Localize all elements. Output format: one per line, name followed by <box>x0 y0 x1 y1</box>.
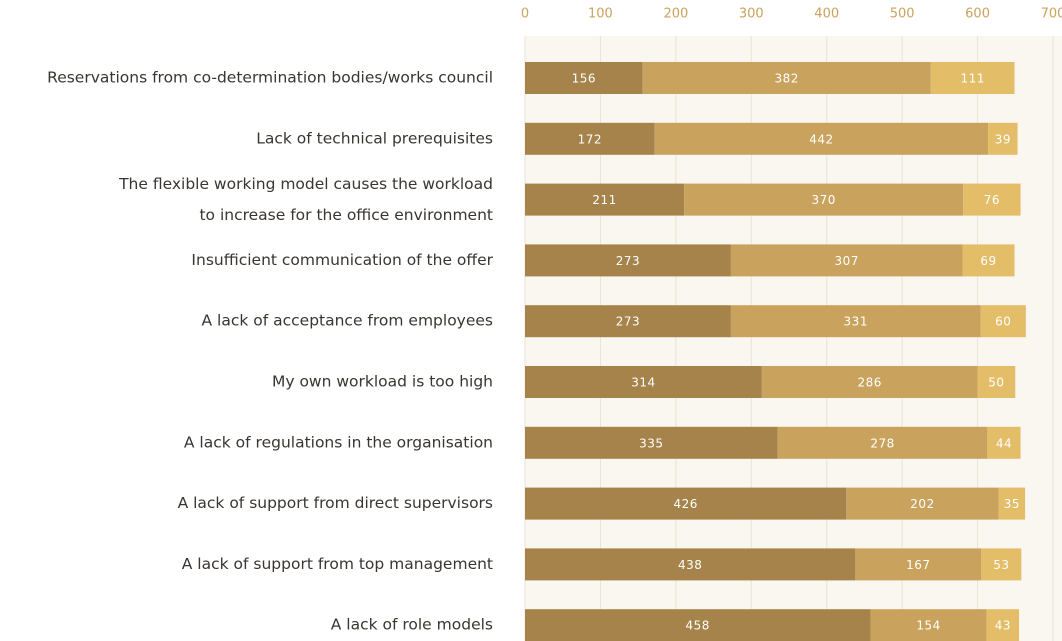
value-label: 43 <box>995 619 1011 633</box>
value-label: 458 <box>686 619 710 633</box>
value-label: 60 <box>995 315 1011 329</box>
bar-segment <box>525 305 731 338</box>
bar-segment <box>525 426 778 459</box>
value-label: 307 <box>834 254 858 268</box>
value-label: 53 <box>993 558 1009 572</box>
value-label: 331 <box>844 315 868 329</box>
bar-segment <box>525 548 856 581</box>
x-tick-label: 0 <box>521 7 529 22</box>
category-label: A lack of acceptance from employees <box>201 312 493 330</box>
bar-segment <box>730 244 963 277</box>
value-label: 442 <box>809 132 833 146</box>
bar-segment <box>730 305 981 338</box>
bar-segment <box>987 426 1021 459</box>
bar-segment <box>981 548 1022 581</box>
value-label: 50 <box>988 376 1004 390</box>
bar-segment <box>525 62 643 94</box>
value-label: 382 <box>775 72 799 86</box>
value-label: 286 <box>858 376 882 390</box>
bar-segment <box>761 366 978 398</box>
bar-segment <box>525 487 847 520</box>
value-label: 44 <box>996 436 1012 450</box>
value-label: 39 <box>995 132 1011 146</box>
bar-segment <box>988 122 1018 155</box>
bar-segment <box>855 548 982 581</box>
category-label: A lack of regulations in the organisatio… <box>184 433 493 451</box>
bar-segment <box>654 122 989 155</box>
x-tick-label: 400 <box>814 7 839 22</box>
category-label: A lack of role models <box>331 616 493 634</box>
bar-segment <box>962 244 1015 277</box>
x-tick-label: 100 <box>588 7 613 22</box>
category-label: Lack of technical prerequisites <box>256 129 493 147</box>
value-label: 154 <box>916 619 940 633</box>
value-label: 314 <box>631 376 655 390</box>
bar-segment <box>525 609 871 641</box>
value-label: 69 <box>980 254 996 268</box>
value-label: 211 <box>592 193 616 207</box>
bar-segment <box>998 487 1026 520</box>
value-label: 426 <box>673 497 697 511</box>
x-tick-label: 200 <box>663 7 688 22</box>
category-label: The flexible working model causes the wo… <box>118 175 493 224</box>
bar-segment <box>846 487 999 520</box>
bar-segment <box>525 183 685 216</box>
value-label: 370 <box>811 193 835 207</box>
value-label: 111 <box>960 72 984 86</box>
category-label: A lack of support from top management <box>182 555 493 573</box>
value-label: 167 <box>906 558 930 572</box>
bar-segment <box>963 183 1021 216</box>
bar-segment <box>525 366 762 398</box>
x-tick-label: 300 <box>739 7 764 22</box>
bar-segment <box>525 244 731 277</box>
bar-segment <box>684 183 964 216</box>
x-tick-label: 600 <box>965 7 990 22</box>
value-label: 438 <box>678 558 702 572</box>
value-label: 273 <box>616 315 640 329</box>
category-label: My own workload is too high <box>272 373 493 391</box>
value-label: 273 <box>616 254 640 268</box>
bar-segment <box>986 609 1020 641</box>
bar-segment <box>977 366 1016 398</box>
bar-segment <box>525 122 655 155</box>
bar-segment <box>870 609 987 641</box>
value-label: 35 <box>1004 497 1020 511</box>
bar-segment <box>980 305 1026 338</box>
value-label: 156 <box>572 72 596 86</box>
bar-segment <box>930 62 1015 94</box>
bar-segment <box>642 62 931 94</box>
x-tick-label: 700 <box>1041 7 1062 22</box>
category-label: Reservations from co-determination bodie… <box>47 69 493 87</box>
value-label: 278 <box>870 436 894 450</box>
value-label: 172 <box>578 132 602 146</box>
category-label: A lack of support from direct supervisor… <box>178 494 493 512</box>
category-label: Insufficient communication of the offer <box>191 251 493 269</box>
value-label: 76 <box>984 193 1000 207</box>
value-label: 202 <box>910 497 934 511</box>
bar-segment <box>777 426 988 459</box>
x-tick-label: 500 <box>890 7 915 22</box>
value-label: 335 <box>639 436 663 450</box>
